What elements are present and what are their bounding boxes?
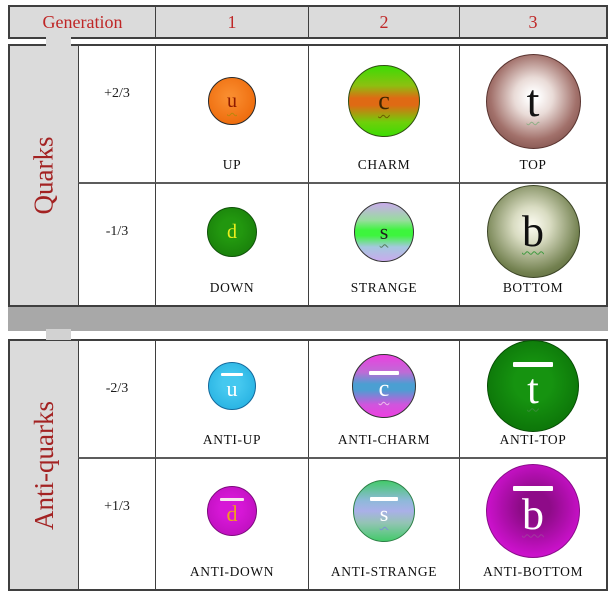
anti-bottom-overbar [513, 485, 553, 491]
anti-bottom-quark-ball: b [486, 464, 580, 558]
bottom-name: BOTTOM [502, 280, 564, 295]
anti-strange-quark-ball: s [353, 480, 415, 542]
down-symbol: d [227, 220, 237, 243]
cell-down: d DOWN [155, 182, 308, 305]
charge-minus-two-thirds: -2/3 [78, 341, 155, 457]
quarks-side-label-cell: Quarks [10, 46, 78, 305]
border-notch-top [46, 37, 71, 46]
anti-top-quark-ball: t [487, 340, 579, 432]
anti-charm-overbar [369, 371, 399, 375]
charm-quark-ball: c [348, 65, 420, 137]
top-name: TOP [519, 157, 547, 172]
down-quark-ball: d [207, 206, 257, 257]
cell-anti-top: t ANTI-TOP [459, 340, 606, 457]
charge-plus-two-thirds: +2/3 [78, 46, 155, 182]
anti-charm-symbol: c [378, 376, 390, 402]
up-circle-wrap: u [156, 46, 308, 156]
section-separator-bar [8, 307, 608, 331]
charm-name: CHARM [357, 157, 411, 172]
strange-quark-ball: s [354, 201, 414, 262]
top-symbol: t [526, 75, 540, 126]
down-name: DOWN [209, 280, 255, 295]
anti-quarks-label: Anti-quarks [28, 400, 59, 530]
anti-strange-name: ANTI-STRANGE [330, 564, 438, 579]
charm-circle-wrap: c [309, 46, 459, 156]
anti-bottom-symbol: b [522, 489, 544, 539]
anti-quarks-section: Anti-quarks -2/3 u ANTI-UP c ANTI-CHARM [8, 339, 608, 591]
cell-anti-up: u ANTI-UP [155, 341, 308, 457]
generation-header-row: Generation 1 2 3 [8, 5, 608, 39]
up-quark-ball: u [208, 77, 256, 125]
anti-strange-symbol: s [379, 501, 389, 526]
charge-plus-one-third: +1/3 [78, 457, 155, 589]
anti-up-quark-ball: u [208, 362, 256, 410]
anti-down-symbol: d [226, 500, 238, 526]
anti-top-circle-wrap: t [460, 340, 606, 432]
up-symbol: u [227, 90, 237, 112]
bottom-symbol: b [522, 206, 544, 256]
generation-2-header: 2 [308, 7, 459, 37]
anti-top-name: ANTI-TOP [499, 432, 567, 447]
cell-anti-strange: s ANTI-STRANGE [308, 457, 459, 589]
anti-up-symbol: u [226, 375, 238, 401]
anti-charm-quark-ball: c [352, 354, 416, 418]
anti-down-circle-wrap: d [156, 459, 308, 563]
strange-circle-wrap: s [309, 184, 459, 279]
bottom-circle-wrap: b [460, 184, 606, 279]
anti-bottom-circle-wrap: b [460, 459, 606, 563]
down-circle-wrap: d [156, 184, 308, 279]
charm-symbol: c [378, 86, 390, 115]
up-name: UP [222, 157, 242, 172]
cell-anti-down: d ANTI-DOWN [155, 457, 308, 589]
charge-minus-one-third: -1/3 [78, 182, 155, 305]
anti-up-circle-wrap: u [156, 341, 308, 431]
top-quark-ball: t [485, 53, 581, 149]
quarks-section: Quarks +2/3 u UP c CHARM t [8, 44, 608, 307]
cell-anti-charm: c ANTI-CHARM [308, 341, 459, 457]
top-circle-wrap: t [460, 46, 606, 156]
generation-3-header: 3 [459, 7, 606, 37]
cell-bottom: b BOTTOM [459, 182, 606, 305]
cell-anti-bottom: b ANTI-BOTTOM [459, 457, 606, 589]
anti-bottom-name: ANTI-BOTTOM [482, 564, 584, 579]
strange-name: STRANGE [350, 280, 418, 295]
anti-charm-name: ANTI-CHARM [337, 432, 431, 447]
anti-quarks-side-label-cell: Anti-quarks [10, 341, 78, 589]
anti-strange-overbar [370, 497, 398, 501]
anti-top-overbar [513, 361, 553, 367]
cell-strange: s STRANGE [308, 182, 459, 305]
anti-quarks-rotated-label-wrap: Anti-quarks [10, 341, 78, 589]
cell-up: u UP [155, 46, 308, 182]
strange-symbol: s [379, 218, 389, 244]
anti-up-overbar [221, 372, 243, 376]
anti-charm-circle-wrap: c [309, 341, 459, 431]
quarks-rotated-label-wrap: Quarks [10, 46, 78, 305]
bottom-quark-ball: b [486, 185, 580, 278]
generation-label: Generation [42, 11, 123, 32]
border-notch-bottom [46, 329, 71, 340]
anti-strange-circle-wrap: s [309, 459, 459, 563]
cell-charm: c CHARM [308, 46, 459, 182]
quarks-label: Quarks [28, 136, 59, 215]
anti-up-name: ANTI-UP [202, 432, 262, 447]
anti-down-name: ANTI-DOWN [189, 564, 275, 579]
cell-top: t TOP [459, 46, 606, 182]
anti-down-quark-ball: d [207, 486, 257, 536]
generation-1-header: 1 [155, 7, 308, 37]
anti-down-overbar [220, 497, 244, 501]
anti-top-symbol: t [527, 366, 539, 413]
